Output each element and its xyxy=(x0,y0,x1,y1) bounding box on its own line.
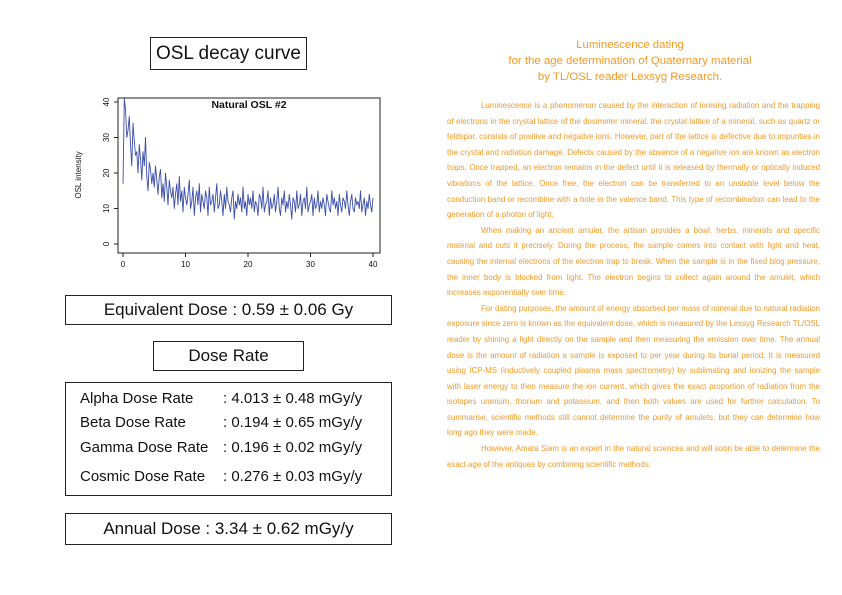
y-tick-label: 20 xyxy=(102,168,111,177)
y-axis-label: OSL intensity xyxy=(74,151,83,198)
y-tick-label: 30 xyxy=(102,133,111,142)
article-title-line: by TL/OSL reader Lexsyg Research. xyxy=(537,71,723,83)
rate-name: Alpha Dose Rate xyxy=(80,390,194,407)
article-paragraph: For dating purposes, the amount of energ… xyxy=(447,303,820,438)
dose-rates-box: Alpha Dose Rate : 4.013 ± 0.48 mGy/y Beta… xyxy=(65,382,392,496)
article-paragraph: However, Amata Siam is an expert in the … xyxy=(447,444,820,469)
y-tick-label: 40 xyxy=(102,97,111,106)
plot-frame xyxy=(117,97,381,254)
rate-name: Gamma Dose Rate xyxy=(80,439,209,456)
x-tick-label: 0 xyxy=(121,260,126,269)
article-body: Luminescence is a phenomenon caused by t… xyxy=(447,98,820,472)
rate-value: : 0.194 ± 0.65 mGy/y xyxy=(223,414,363,431)
annual-dose-box: Annual Dose : 3.34 ± 0.62 mGy/y xyxy=(65,513,392,545)
cosmic-dose-rate-row: Cosmic Dose Rate : 0.276 ± 0.03 mGy/y xyxy=(80,468,362,485)
equivalent-dose-box: Equivalent Dose : 0.59 ± 0.06 Gy xyxy=(65,295,392,325)
y-tick-label: 0 xyxy=(102,241,111,246)
article-paragraph: Luminescence is a phenomenon caused by t… xyxy=(447,101,820,220)
rate-value: : 0.196 ± 0.02 mGy/y xyxy=(223,439,363,456)
article-title: Luminescence dating for the age determin… xyxy=(470,37,790,85)
x-axis: 0 10 20 30 40 xyxy=(121,252,378,269)
article-title-line: for the age determination of Quaternary … xyxy=(508,55,752,67)
x-tick-label: 40 xyxy=(369,260,378,269)
article-paragraph: When making an ancient amulet, the artis… xyxy=(447,225,820,298)
rate-name: Beta Dose Rate xyxy=(80,414,186,431)
osl-series-line xyxy=(122,98,374,220)
y-axis: 0 10 20 30 40 xyxy=(102,97,119,246)
osl-decay-chart: Natural OSL #2 OSL intensity 0 10 20 30 40 0… xyxy=(74,97,381,269)
gamma-dose-rate-row: Gamma Dose Rate : 0.196 ± 0.02 mGy/y xyxy=(80,439,362,456)
beta-dose-rate-row: Beta Dose Rate : 0.194 ± 0.65 mGy/y xyxy=(80,414,362,431)
dose-rate-heading: Dose Rate xyxy=(153,341,304,371)
article-title-line: Luminescence dating xyxy=(576,39,684,51)
rate-value: : 0.276 ± 0.03 mGy/y xyxy=(223,468,363,485)
x-tick-label: 30 xyxy=(306,260,315,269)
rate-name: Cosmic Dose Rate xyxy=(80,468,206,485)
rate-value: : 4.013 ± 0.48 mGy/y xyxy=(223,390,363,407)
alpha-dose-rate-row: Alpha Dose Rate : 4.013 ± 0.48 mGy/y xyxy=(80,390,362,407)
chart-panel-title: OSL decay curve xyxy=(150,37,307,70)
x-tick-label: 10 xyxy=(181,260,190,269)
chart-title: Natural OSL #2 xyxy=(211,99,286,111)
y-tick-label: 10 xyxy=(102,204,111,213)
x-tick-label: 20 xyxy=(244,260,253,269)
